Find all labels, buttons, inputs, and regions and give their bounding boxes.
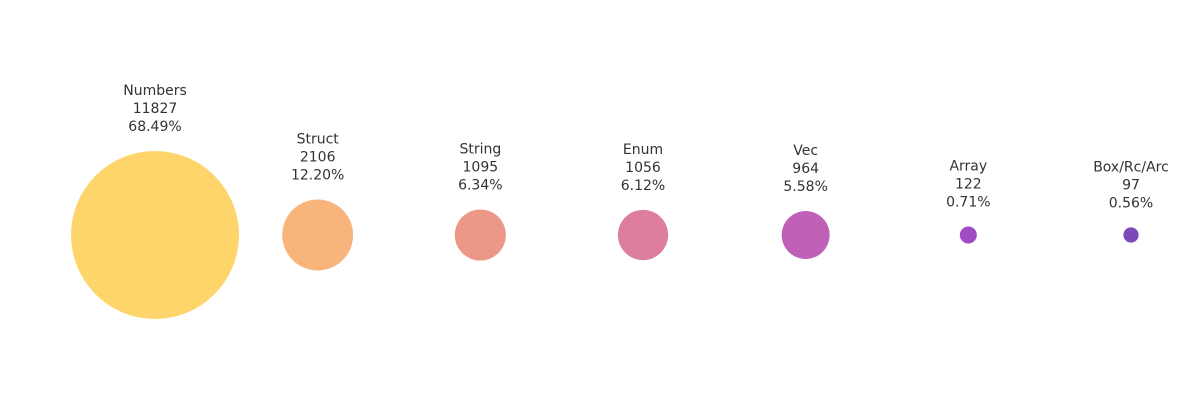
bubble-percent-label: 0.71%	[946, 194, 990, 210]
bubble-numbers[interactable]	[71, 151, 239, 319]
bubble-group: Numbers 11827 68.49% Struct 2106 12.20% String…	[71, 83, 1169, 319]
bubble-percent-label: 6.34%	[458, 177, 502, 193]
bubble-percent-label: 68.49%	[128, 119, 181, 135]
bubble-category-label: Numbers	[123, 83, 187, 99]
bubble-struct[interactable]	[282, 199, 354, 271]
bubble-value-label: 1095	[463, 159, 499, 175]
bubble-vec[interactable]	[781, 211, 830, 259]
bubble-value-label: 1056	[625, 160, 661, 176]
bubble-category-label: Box/Rc/Arc	[1093, 159, 1169, 175]
bubble-percent-label: 12.20%	[291, 168, 344, 184]
bubble-string[interactable]	[454, 209, 506, 261]
bubble-percent-label: 0.56%	[1109, 195, 1153, 211]
bubble-value-label: 11827	[133, 101, 178, 117]
bubble-percent-label: 5.58%	[783, 179, 827, 195]
bubble-box-rc-arc[interactable]	[1123, 227, 1139, 243]
bubble-percent-label: 6.12%	[621, 178, 665, 194]
bubble-value-label: 97	[1122, 177, 1140, 193]
bubble-value-label: 964	[792, 161, 819, 177]
bubble-value-label: 122	[955, 176, 982, 192]
bubble-value-label: 2106	[300, 150, 336, 166]
bubble-category-label: Enum	[623, 142, 663, 158]
bubble-array[interactable]	[959, 226, 977, 244]
bubble-category-label: Array	[949, 158, 987, 174]
bubble-category-label: Vec	[793, 143, 818, 159]
bubble-category-label: String	[459, 141, 501, 157]
bubble-enum[interactable]	[617, 209, 669, 261]
bubble-category-label: Struct	[297, 132, 340, 148]
